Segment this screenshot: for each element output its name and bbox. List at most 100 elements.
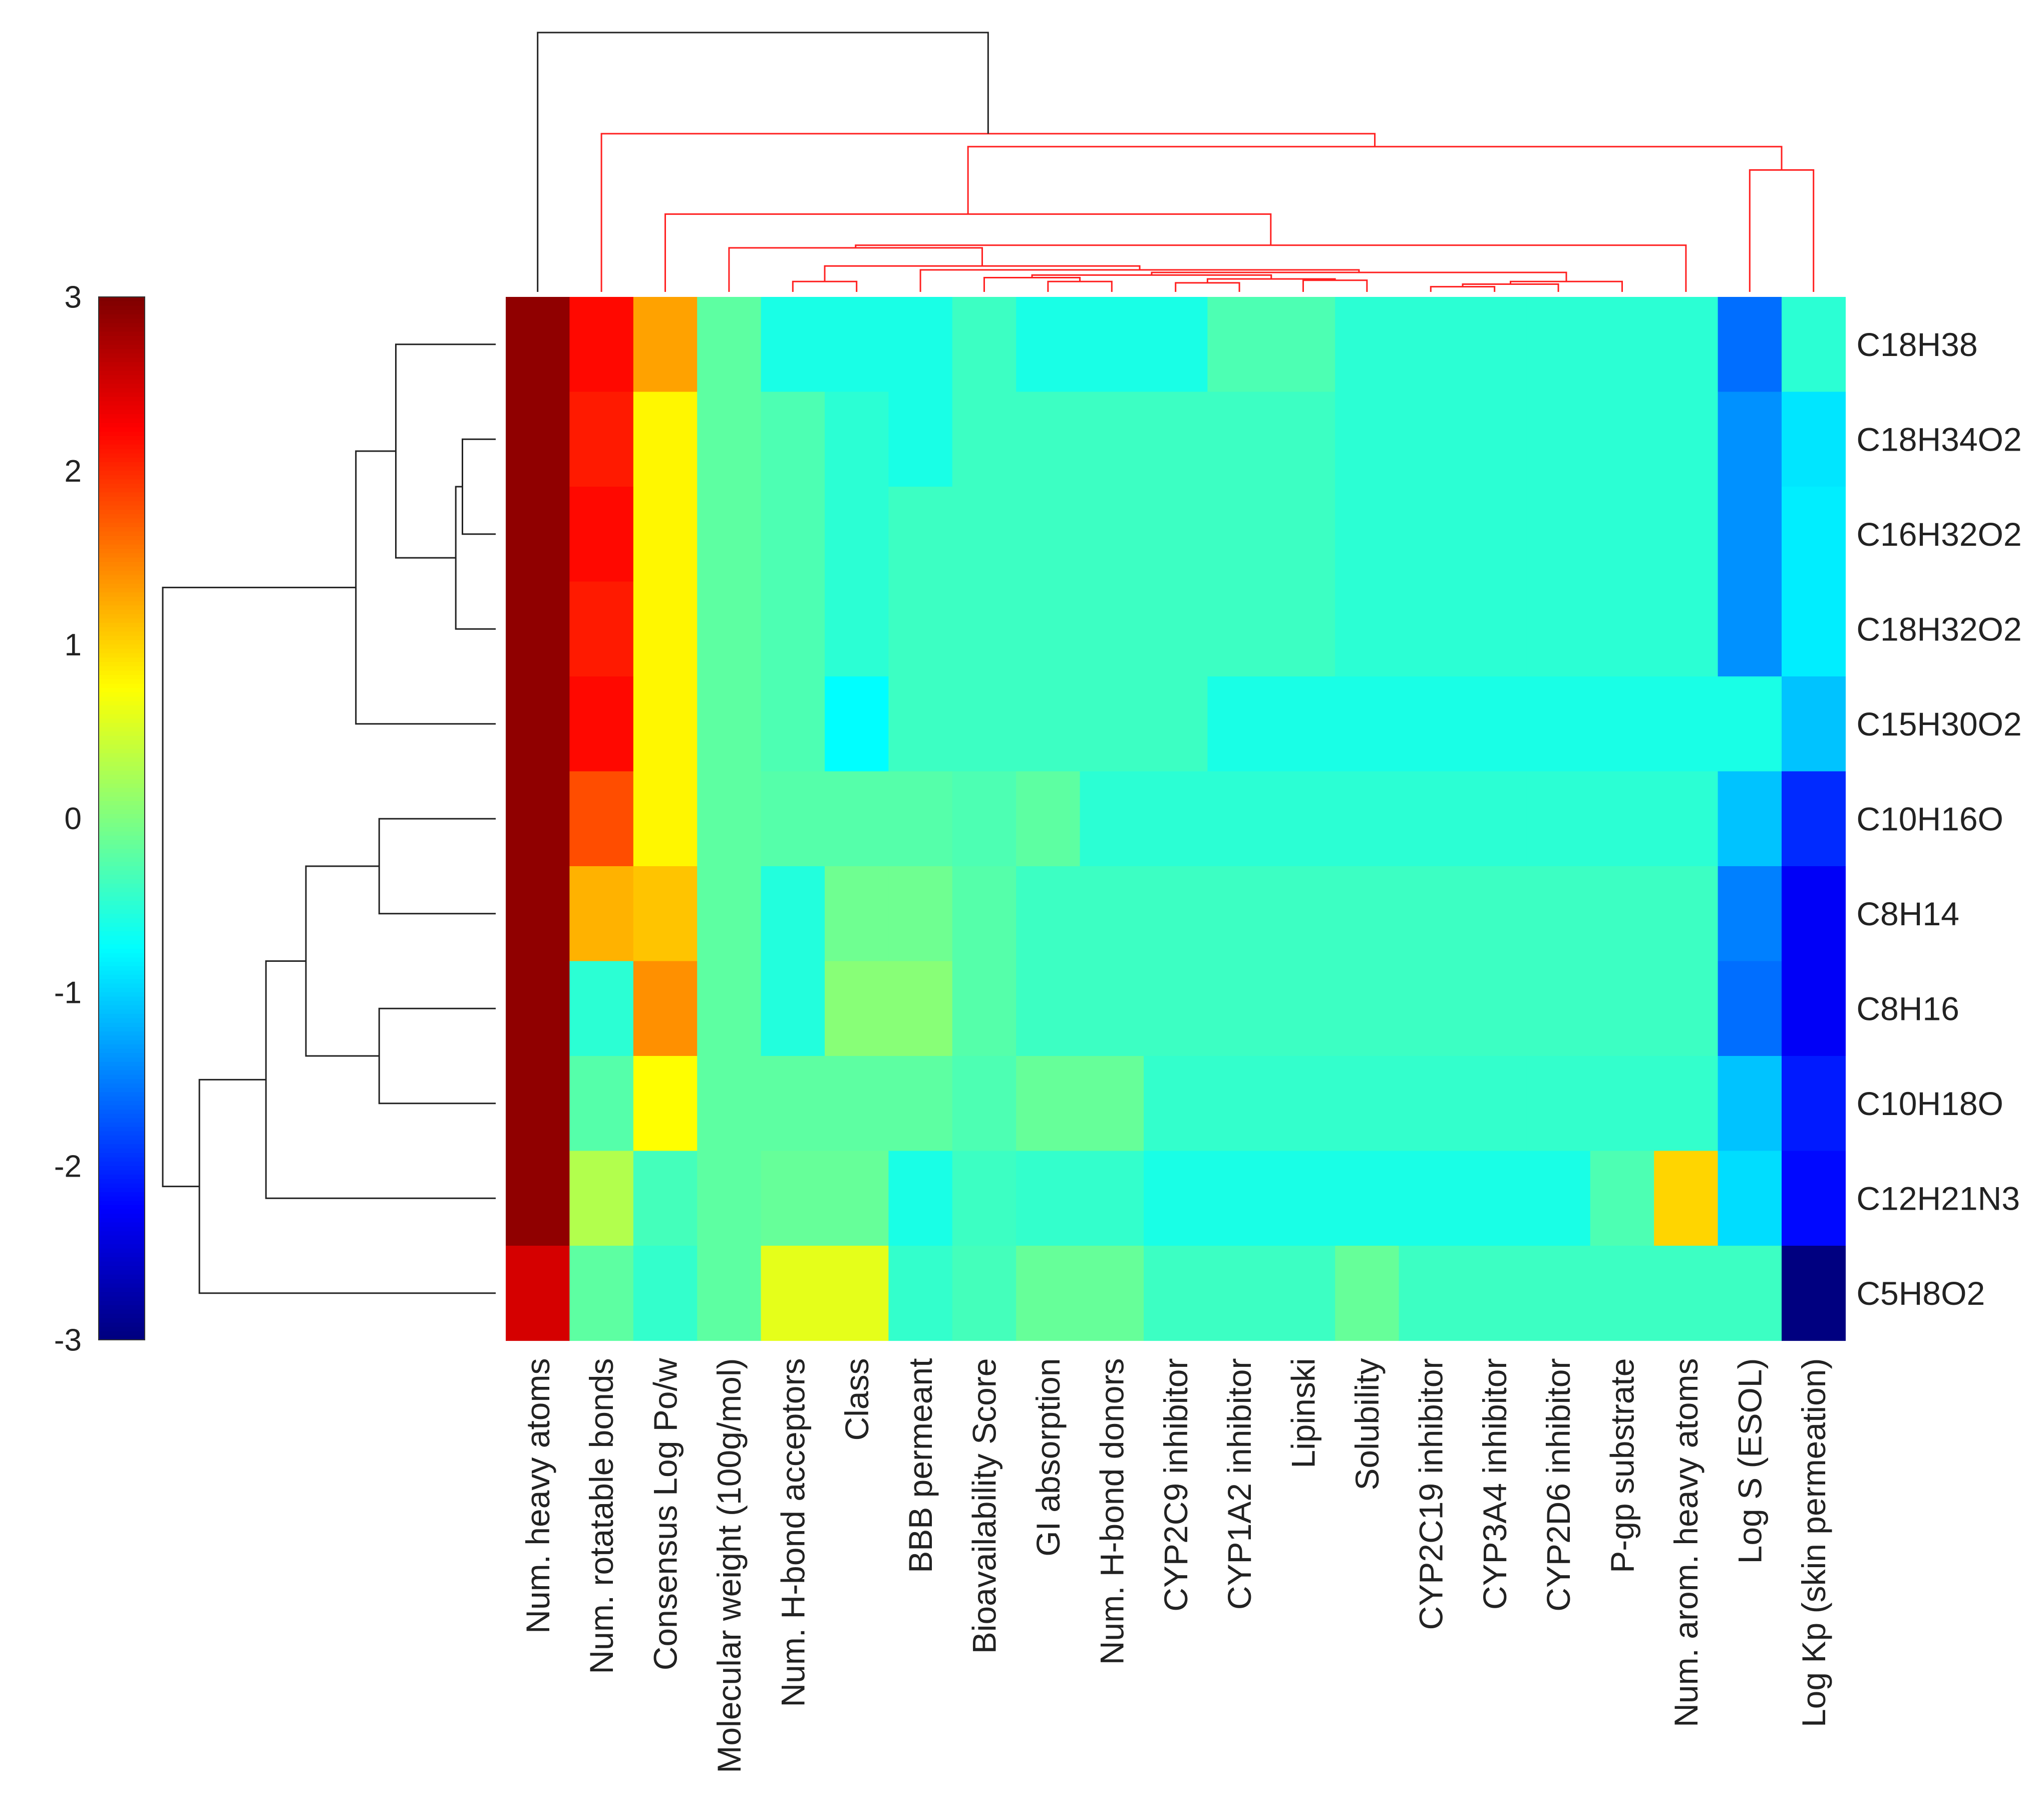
colorbar-segment [99, 1175, 145, 1180]
heatmap-cell [888, 866, 953, 962]
colorbar-segment [99, 1083, 145, 1088]
colorbar-segment [99, 327, 145, 332]
heatmap-cell [506, 581, 570, 677]
colorbar-segment [99, 862, 145, 867]
colorbar-segment [99, 931, 145, 936]
heatmap-cell [1399, 866, 1463, 962]
heatmap-cell [1463, 392, 1527, 487]
row-label: C18H34O2 [1856, 421, 2021, 458]
column-label: Solubility [1348, 1358, 1386, 1491]
row-label: C16H32O2 [1856, 516, 2021, 553]
colorbar-segment [99, 540, 145, 545]
colorbar-segment [99, 1296, 145, 1301]
colorbar-segment [99, 1309, 145, 1314]
heatmap-cell [1463, 487, 1527, 582]
heatmap-cell [569, 676, 634, 772]
colorbar-segment [99, 1214, 145, 1219]
colorbar-segment [99, 888, 145, 893]
heatmap-cell [1016, 297, 1081, 393]
colorbar-segment [99, 627, 145, 632]
heatmap-cell [633, 487, 698, 582]
colorbar-segment [99, 979, 145, 984]
colorbar-segment [99, 1335, 145, 1340]
heatmap-cell [825, 961, 889, 1056]
heatmap-cell [1399, 676, 1463, 772]
colorbar-segment [99, 657, 145, 663]
heatmap-cells [506, 297, 1846, 1341]
heatmap-cell [825, 676, 889, 772]
heatmap-cell [825, 487, 889, 582]
column-label: Num. H-bond donors [1093, 1358, 1130, 1665]
heatmap-cell [888, 297, 953, 393]
heatmap-cell [888, 771, 953, 867]
heatmap-cell [1590, 487, 1654, 582]
heatmap-cell [1207, 1151, 1272, 1246]
heatmap-cell [1654, 1246, 1719, 1341]
heatmap-cell [1590, 1151, 1654, 1246]
colorbar-segment [99, 583, 145, 589]
heatmap-cell [825, 1056, 889, 1152]
heatmap-cell [1335, 771, 1400, 867]
heatmap-cell [952, 581, 1016, 677]
heatmap-cell [1080, 392, 1144, 487]
heatmap-cell [825, 866, 889, 962]
heatmap-cell [1016, 487, 1081, 582]
colorbar-segment [99, 849, 145, 854]
heatmap-cell [1144, 1246, 1208, 1341]
colorbar-segment [99, 987, 145, 993]
colorbar-segment [99, 1222, 145, 1228]
heatmap-cell [1463, 297, 1527, 393]
column-label: Num. arom. heavy atoms [1667, 1358, 1705, 1727]
column-label: Class [838, 1358, 875, 1441]
row-dendrogram-link [305, 865, 380, 1057]
colorbar-segment [99, 805, 145, 811]
colorbar-segment [99, 605, 145, 610]
heatmap-cell [633, 297, 698, 393]
colorbar-segment [99, 1087, 145, 1093]
heatmap-cell [1590, 1246, 1654, 1341]
column-label: Bioavailability Score [966, 1358, 1003, 1654]
heatmap-cell [1335, 866, 1400, 962]
row-label: C5H8O2 [1856, 1275, 1985, 1312]
heatmap-cell [1399, 392, 1463, 487]
heatmap-cell [1207, 1246, 1272, 1341]
heatmap-cell [1271, 676, 1335, 772]
heatmap-cell [1782, 1151, 1846, 1246]
heatmap-cell [1654, 771, 1719, 867]
heatmap-cell [1463, 771, 1527, 867]
colorbar-segment [99, 792, 145, 798]
heatmap-cell [761, 392, 825, 487]
colorbar-segment [99, 440, 145, 446]
row-dendrogram-link [378, 1007, 496, 1105]
colorbar-segment [99, 970, 145, 975]
heatmap-cell [1144, 1151, 1208, 1246]
heatmap-cell [569, 1246, 634, 1341]
colorbar-tick-label: 2 [65, 454, 82, 489]
heatmap-cell [761, 297, 825, 393]
colorbar-segment [99, 384, 145, 389]
heatmap-cell [1526, 297, 1591, 393]
colorbar-segment [99, 1027, 145, 1032]
heatmap-cell [1590, 866, 1654, 962]
colorbar-segment [99, 575, 145, 580]
colorbar-segment [99, 510, 145, 515]
heatmap-cell [569, 487, 634, 582]
colorbar-segment [99, 618, 145, 623]
colorbar-segment [99, 757, 145, 763]
row-label: C8H16 [1856, 990, 1959, 1027]
heatmap-cell [633, 676, 698, 772]
heatmap-cell [569, 771, 634, 867]
heatmap-cell [506, 676, 570, 772]
colorbar-segment [99, 1179, 145, 1184]
heatmap-cell [952, 1151, 1016, 1246]
heatmap-cell [569, 392, 634, 487]
heatmap-cell [569, 297, 634, 393]
colorbar-segment [99, 779, 145, 785]
row-label: C8H14 [1856, 895, 1959, 932]
heatmap-cell [761, 961, 825, 1056]
heatmap-cell [1782, 297, 1846, 393]
colorbar-segment [99, 1305, 145, 1310]
colorbar-segment [99, 1244, 145, 1249]
colorbar-segment [99, 771, 145, 776]
heatmap-cell [1526, 581, 1591, 677]
